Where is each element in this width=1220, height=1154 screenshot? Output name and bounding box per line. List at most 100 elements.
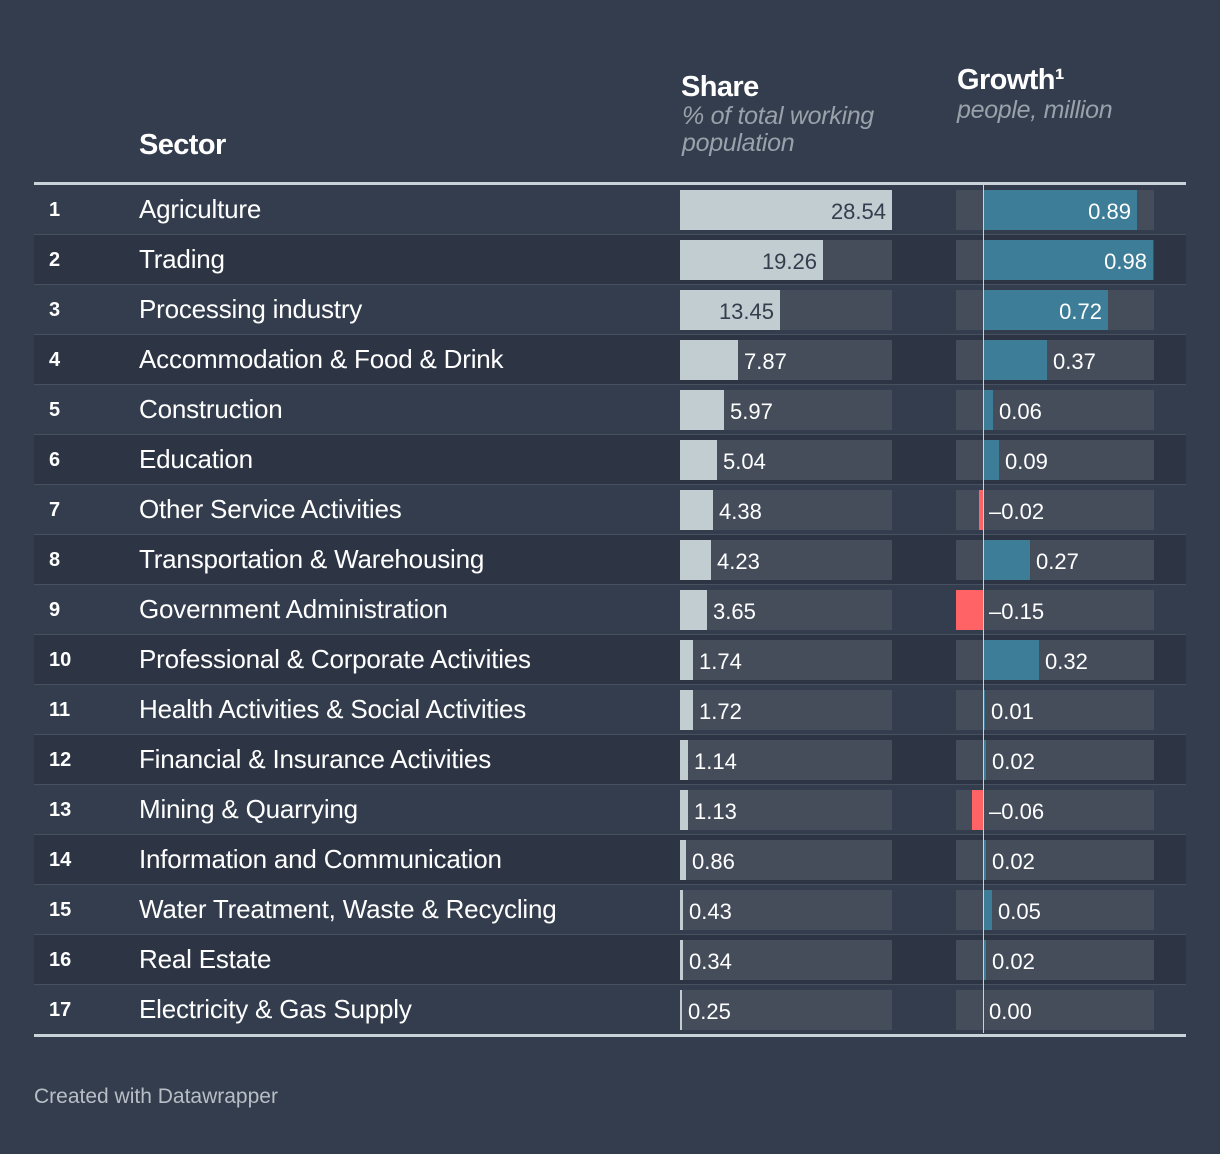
growth-value-label: 0.09 bbox=[1005, 449, 1048, 474]
row-rank: 4 bbox=[49, 349, 61, 371]
row-rank: 11 bbox=[49, 699, 71, 721]
table-row: 10 Professional & Corporate Activities 1.7… bbox=[34, 635, 1186, 685]
share-bar-track: 0.43 bbox=[680, 890, 892, 930]
table-row: 8 Transportation & Warehousing 4.23 0.27 bbox=[34, 535, 1186, 585]
growth-bar bbox=[983, 290, 1108, 330]
row-divider bbox=[34, 484, 1186, 485]
row-divider bbox=[34, 584, 1186, 585]
row-divider bbox=[34, 284, 1186, 285]
share-bar bbox=[680, 890, 683, 930]
growth-bar bbox=[983, 890, 992, 930]
row-rank: 3 bbox=[49, 299, 61, 321]
share-bar bbox=[680, 690, 693, 730]
growth-value-label: 0.27 bbox=[1036, 549, 1079, 574]
row-divider bbox=[34, 984, 1186, 985]
share-bar-track: 4.23 bbox=[680, 540, 892, 580]
share-bar-track: 5.97 bbox=[680, 390, 892, 430]
row-divider bbox=[34, 634, 1186, 635]
row-rank: 12 bbox=[49, 749, 72, 771]
growth-value-label: 0.01 bbox=[991, 699, 1034, 724]
growth-bar-track: 0.09 bbox=[956, 440, 1154, 480]
table-row: 9 Government Administration 3.65 –0.15 bbox=[34, 585, 1186, 635]
growth-value-label: –0.02 bbox=[989, 499, 1045, 524]
growth-value-label: –0.15 bbox=[989, 599, 1045, 624]
row-sector-name: Transportation & Warehousing bbox=[139, 544, 485, 574]
share-bar bbox=[680, 190, 892, 230]
growth-bar-track: 0.27 bbox=[956, 540, 1154, 580]
share-value-label: 4.38 bbox=[719, 499, 762, 524]
row-rank: 10 bbox=[49, 649, 72, 671]
growth-value-label: 0.89 bbox=[1088, 199, 1131, 224]
share-bar bbox=[680, 840, 686, 880]
growth-value-label: 0.02 bbox=[992, 949, 1035, 974]
growth-bar-track: 0.98 bbox=[956, 240, 1154, 280]
share-bar bbox=[680, 290, 780, 330]
share-bar-track: 0.34 bbox=[680, 940, 892, 980]
share-column-subtitle: % of total working population bbox=[682, 102, 874, 157]
row-rank: 6 bbox=[49, 449, 61, 471]
table-row: 2 Trading 19.26 0.98 bbox=[34, 235, 1186, 285]
growth-value-label: 0.32 bbox=[1045, 649, 1088, 674]
share-value-label: 0.86 bbox=[692, 849, 735, 874]
share-value-label: 7.87 bbox=[744, 349, 787, 374]
share-bar bbox=[680, 440, 717, 480]
growth-bar bbox=[979, 490, 983, 530]
row-divider bbox=[34, 884, 1186, 885]
row-rank: 2 bbox=[49, 249, 61, 271]
row-divider bbox=[34, 834, 1186, 835]
growth-zero-line bbox=[983, 185, 984, 1033]
growth-value-label: 0.37 bbox=[1053, 349, 1096, 374]
share-value-label: 13.45 bbox=[718, 299, 774, 324]
row-rank: 13 bbox=[49, 799, 72, 821]
share-value-label: 3.65 bbox=[713, 599, 756, 624]
row-divider bbox=[34, 934, 1186, 935]
row-divider bbox=[34, 234, 1186, 235]
row-divider bbox=[34, 784, 1186, 785]
row-sector-name: Agriculture bbox=[139, 194, 262, 224]
table-row: 6 Education 5.04 0.09 bbox=[34, 435, 1186, 485]
growth-bar-track: 0.02 bbox=[956, 740, 1154, 780]
share-bar-track: 1.14 bbox=[680, 740, 892, 780]
row-sector-name: Health Activities & Social Activities bbox=[139, 694, 527, 724]
row-sector-name: Real Estate bbox=[139, 944, 272, 974]
growth-value-label: 0.00 bbox=[989, 999, 1032, 1024]
row-sector-name: Government Administration bbox=[139, 594, 448, 624]
share-bar bbox=[680, 790, 688, 830]
growth-bar-track: –0.02 bbox=[956, 490, 1154, 530]
growth-bar-track: 0.32 bbox=[956, 640, 1154, 680]
row-sector-name: Financial & Insurance Activities bbox=[139, 744, 491, 774]
share-value-label: 1.13 bbox=[694, 799, 737, 824]
share-bar bbox=[680, 740, 688, 780]
share-value-label: 0.34 bbox=[689, 949, 732, 974]
growth-bar bbox=[983, 740, 986, 780]
share-bar-track: 0.86 bbox=[680, 840, 892, 880]
growth-bar-track: 0.02 bbox=[956, 840, 1154, 880]
share-column-header[interactable]: Share bbox=[681, 71, 759, 103]
share-bar bbox=[680, 940, 683, 980]
footer-credit[interactable]: Created with Datawrapper bbox=[34, 1085, 278, 1108]
table-row: 13 Mining & Quarrying 1.13 –0.06 bbox=[34, 785, 1186, 835]
growth-bar bbox=[983, 640, 1039, 680]
growth-bar bbox=[983, 690, 985, 730]
growth-bar bbox=[972, 790, 983, 830]
share-bar bbox=[680, 540, 711, 580]
row-divider bbox=[34, 334, 1186, 335]
share-value-label: 4.23 bbox=[717, 549, 760, 574]
row-sector-name: Information and Communication bbox=[139, 844, 502, 874]
growth-bar bbox=[983, 940, 986, 980]
table-row: 7 Other Service Activities 4.38 –0.02 bbox=[34, 485, 1186, 535]
growth-column-header[interactable]: Growth¹ bbox=[957, 64, 1065, 96]
share-bar-track: 7.87 bbox=[680, 340, 892, 380]
row-rank: 16 bbox=[49, 949, 72, 971]
row-sector-name: Electricity & Gas Supply bbox=[139, 994, 412, 1024]
table-row: 12 Financial & Insurance Activities 1.14 0.… bbox=[34, 735, 1186, 785]
row-divider bbox=[34, 734, 1186, 735]
row-sector-name: Accommodation & Food & Drink bbox=[139, 344, 504, 374]
share-bar-track: 1.74 bbox=[680, 640, 892, 680]
growth-bar bbox=[983, 840, 986, 880]
growth-bar bbox=[983, 440, 999, 480]
share-value-label: 5.04 bbox=[723, 449, 766, 474]
table-row: 5 Construction 5.97 0.06 bbox=[34, 385, 1186, 435]
sector-column-header[interactable]: Sector bbox=[139, 129, 226, 161]
